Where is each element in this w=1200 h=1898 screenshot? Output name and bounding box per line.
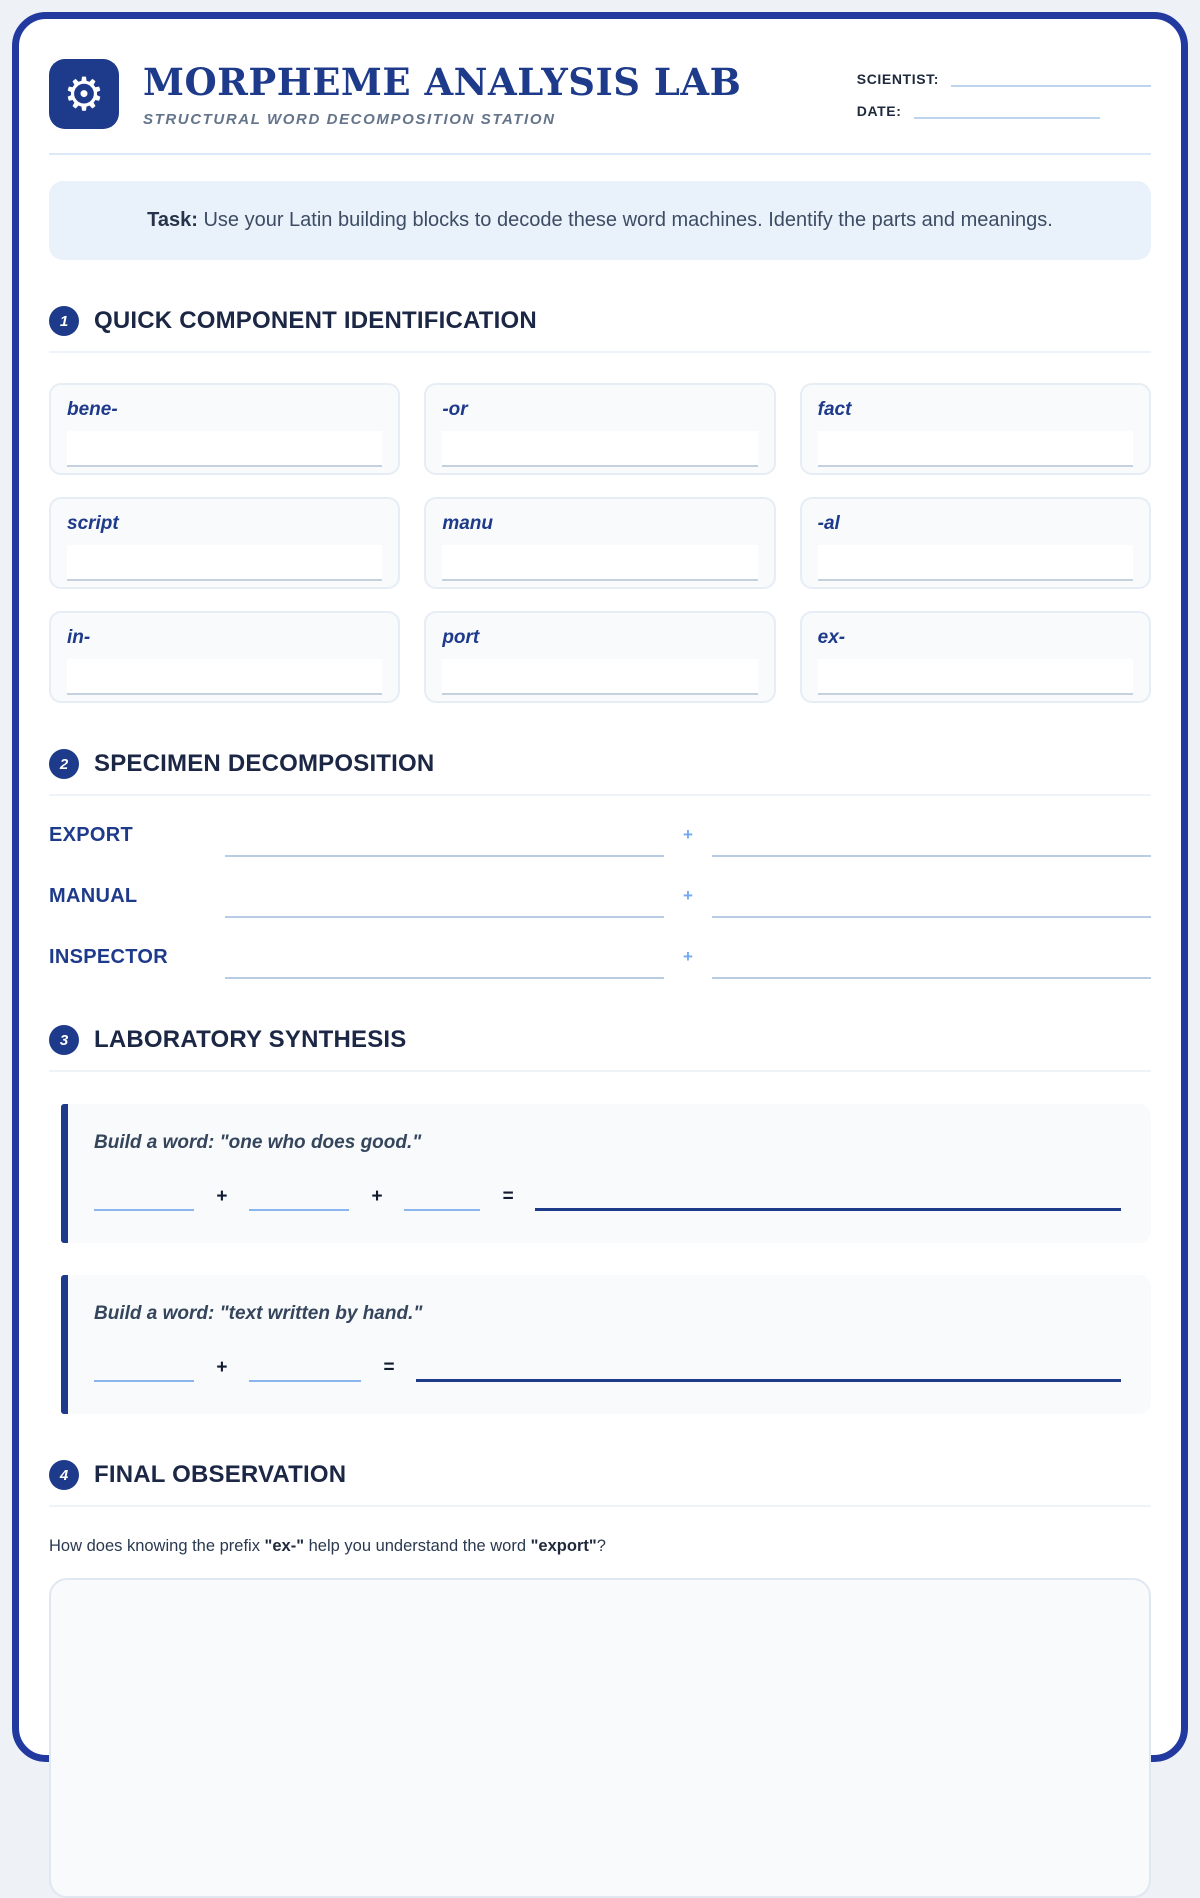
section-4-title: FINAL OBSERVATION	[94, 1461, 347, 1488]
specimen-part2-input[interactable]	[712, 888, 1151, 918]
plus-symbol: +	[683, 825, 693, 844]
equals-symbol: =	[383, 1357, 395, 1378]
morpheme-label: port	[442, 627, 480, 648]
morpheme-label: fact	[817, 399, 852, 420]
component-card-manu: manu	[424, 497, 776, 589]
component-card-bene: bene-	[49, 383, 401, 475]
synthesis-blank-2[interactable]	[249, 1358, 362, 1382]
morpheme-answer-input[interactable]	[817, 431, 1133, 467]
specimen-part1-input[interactable]	[225, 949, 664, 979]
morpheme-answer-input[interactable]	[442, 545, 758, 581]
morpheme-answer-input[interactable]	[67, 431, 383, 467]
morpheme-answer-input[interactable]	[67, 659, 383, 695]
morpheme-label: manu	[442, 513, 494, 534]
section-1-title: QUICK COMPONENT IDENTIFICATION	[94, 307, 537, 334]
component-card-in: in-	[49, 611, 401, 703]
morpheme-answer-input[interactable]	[817, 545, 1133, 581]
section-2-title: SPECIMEN DECOMPOSITION	[94, 750, 435, 777]
synthesis-equation: + + =	[94, 1186, 1121, 1211]
section-1-number-badge: 1	[49, 306, 79, 336]
question-bold-ex: "ex-"	[264, 1537, 305, 1555]
task-text: Use your Latin building blocks to decode…	[197, 209, 1053, 231]
specimen-word: MANUAL	[49, 885, 138, 907]
morpheme-label: -al	[817, 513, 840, 534]
morpheme-label: in-	[67, 627, 91, 648]
section-4-number-badge: 4	[49, 1460, 79, 1490]
specimen-part2-input[interactable]	[712, 949, 1151, 979]
specimen-row-inspector: INSPECTOR +	[49, 946, 1151, 979]
synthesis-result-input[interactable]	[535, 1187, 1121, 1211]
synthesis-box-2: Build a word: "text written by hand." + …	[61, 1275, 1151, 1414]
morpheme-label: script	[67, 513, 119, 534]
component-card-or: -or	[424, 383, 776, 475]
morpheme-label: bene-	[67, 399, 118, 420]
specimen-part2-input[interactable]	[712, 827, 1151, 857]
section-4-header: 4 FINAL OBSERVATION	[49, 1460, 1151, 1507]
question-bold-export: "export"	[530, 1537, 597, 1555]
observation-answer-textarea[interactable]	[49, 1578, 1151, 1898]
morpheme-answer-input[interactable]	[442, 431, 758, 467]
synthesis-prompt: Build a word: "one who does good."	[94, 1132, 422, 1153]
plus-symbol: +	[683, 947, 693, 966]
synthesis-box-1: Build a word: "one who does good." + + =	[61, 1104, 1151, 1243]
specimen-list: EXPORT + MANUAL + INSPECTOR +	[49, 824, 1151, 979]
date-input-line[interactable]	[913, 103, 1100, 119]
question-text: How does knowing the prefix	[49, 1537, 265, 1555]
plus-symbol: +	[216, 1186, 228, 1207]
question-text: ?	[596, 1537, 606, 1555]
section-2-number-badge: 2	[49, 749, 79, 779]
component-card-script: script	[49, 497, 401, 589]
specimen-word: INSPECTOR	[49, 946, 169, 968]
worksheet-page: ⚙ MORPHEME ANALYSIS LAB STRUCTURAL WORD …	[12, 12, 1188, 1898]
morpheme-answer-input[interactable]	[67, 545, 383, 581]
gear-icon: ⚙	[63, 67, 105, 121]
component-card-fact: fact	[799, 383, 1151, 475]
synthesis-blank-2[interactable]	[249, 1187, 350, 1211]
specimen-part1-input[interactable]	[225, 827, 664, 857]
plus-symbol: +	[371, 1186, 383, 1207]
logo: ⚙	[49, 59, 119, 129]
task-callout: Task: Use your Latin building blocks to …	[49, 181, 1151, 260]
header-divider	[49, 153, 1151, 155]
synthesis-equation: + =	[94, 1357, 1121, 1382]
synthesis-blank-3[interactable]	[404, 1187, 481, 1211]
task-label: Task:	[147, 209, 198, 231]
specimen-word: EXPORT	[49, 824, 134, 846]
section-2-header: 2 SPECIMEN DECOMPOSITION	[49, 749, 1151, 796]
specimen-row-manual: MANUAL +	[49, 885, 1151, 918]
component-card-ex: ex-	[799, 611, 1151, 703]
plus-symbol: +	[683, 886, 693, 905]
observation-question: How does knowing the prefix "ex-" help y…	[49, 1537, 1151, 1556]
section-3-title: LABORATORY SYNTHESIS	[94, 1026, 407, 1053]
plus-symbol: +	[216, 1357, 228, 1378]
specimen-row-export: EXPORT +	[49, 824, 1151, 857]
page-title: MORPHEME ANALYSIS LAB	[143, 60, 742, 104]
date-label: DATE:	[856, 103, 902, 119]
synthesis-result-input[interactable]	[416, 1358, 1121, 1382]
morpheme-answer-input[interactable]	[817, 659, 1133, 695]
scientist-label: SCIENTIST:	[856, 71, 939, 87]
component-card-port: port	[424, 611, 776, 703]
component-card-al: -al	[799, 497, 1151, 589]
synthesis-prompt: Build a word: "text written by hand."	[94, 1303, 423, 1324]
page-subtitle: STRUCTURAL WORD DECOMPOSITION STATION	[143, 111, 556, 128]
synthesis-blank-1[interactable]	[94, 1187, 194, 1211]
equals-symbol: =	[502, 1186, 514, 1207]
morpheme-label: -or	[442, 399, 468, 420]
component-card-grid: bene- -or fact script manu -al in- port	[49, 383, 1151, 703]
morpheme-label: ex-	[817, 627, 846, 648]
section-3-header: 3 LABORATORY SYNTHESIS	[49, 1025, 1151, 1072]
section-3-number-badge: 3	[49, 1025, 79, 1055]
synthesis-blank-1[interactable]	[94, 1358, 194, 1382]
scientist-input-line[interactable]	[951, 71, 1151, 87]
header: ⚙ MORPHEME ANALYSIS LAB STRUCTURAL WORD …	[49, 59, 1151, 135]
question-text: help you understand the word	[304, 1537, 531, 1555]
morpheme-answer-input[interactable]	[442, 659, 758, 695]
specimen-part1-input[interactable]	[225, 888, 664, 918]
section-1-header: 1 QUICK COMPONENT IDENTIFICATION	[49, 306, 1151, 353]
